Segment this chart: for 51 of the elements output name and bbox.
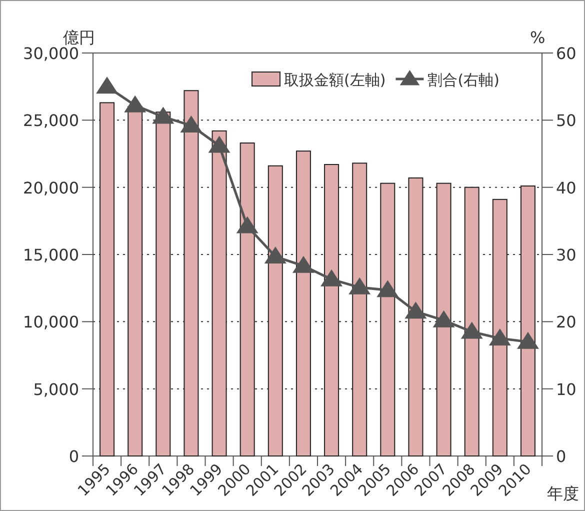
bar (352, 162, 368, 456)
bar (492, 198, 508, 456)
legend-label: 取扱金額(左軸) (284, 71, 386, 89)
bar (380, 182, 396, 456)
point (460, 322, 483, 339)
point (432, 310, 455, 328)
bar (128, 106, 143, 456)
point (488, 328, 511, 346)
y2-tick-label: 30 (556, 246, 576, 264)
point (236, 216, 258, 234)
legend-label: 割合(右軸) (428, 71, 500, 89)
y-tick-label: 0 (68, 447, 79, 466)
x-axis-title: 年度 (547, 484, 579, 503)
y2-tick-label: 10 (556, 380, 576, 399)
y2-tick-label: 40 (556, 178, 576, 198)
bar (100, 102, 115, 456)
point (124, 95, 146, 112)
point (180, 116, 202, 133)
point (320, 269, 343, 286)
y2-tick-label: 50 (556, 111, 576, 130)
y-tick-label: 15,000 (23, 246, 79, 264)
bar (268, 165, 283, 456)
bar (184, 90, 199, 456)
y-tick-label: 5,000 (33, 380, 79, 399)
y-axis-title: 億円 (63, 28, 95, 47)
bar (156, 112, 171, 456)
y2-tick-label: 20 (556, 312, 576, 332)
y-tick-label: 10,000 (23, 312, 79, 332)
bar (296, 150, 311, 456)
bar (240, 142, 255, 456)
bar (464, 186, 480, 456)
point (96, 76, 118, 94)
point (404, 302, 427, 319)
point (516, 332, 539, 349)
point (208, 136, 230, 153)
y-tick-label: 25,000 (23, 111, 79, 130)
point (264, 246, 286, 264)
y-tick-label: 30,000 (23, 44, 79, 63)
bar (408, 177, 424, 456)
y2-tick-label: 0 (556, 447, 566, 466)
bar (520, 185, 536, 456)
point (152, 106, 174, 124)
bar (436, 182, 452, 456)
point (348, 277, 371, 294)
point (292, 256, 314, 273)
y-tick-label: 20,000 (23, 178, 79, 198)
bar (212, 130, 227, 456)
y2-axis-title: % (530, 28, 546, 47)
y2-tick-label: 60 (556, 44, 576, 63)
point (376, 280, 399, 298)
bar (324, 164, 340, 456)
